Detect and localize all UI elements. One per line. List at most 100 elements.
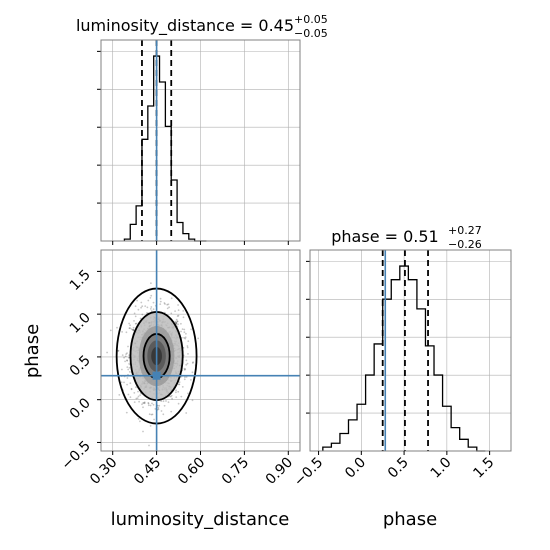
- joint-scatter-point: [187, 353, 189, 355]
- joint-scatter-point: [158, 404, 161, 407]
- joint-scatter-point: [183, 367, 186, 370]
- joint-scatter-point: [129, 396, 132, 399]
- joint-scatter-point: [152, 403, 155, 406]
- joint-scatter-point: [130, 387, 133, 390]
- joint-scatter-point: [136, 397, 139, 399]
- joint-scatter-point: [186, 362, 189, 365]
- joint-scatter-point: [184, 337, 187, 340]
- joint-scatter-point: [151, 402, 153, 405]
- joint-scatter-point: [177, 323, 180, 326]
- joint-scatter-point: [183, 369, 186, 371]
- joint-scatter-point: [182, 310, 185, 312]
- joint-scatter-point: [177, 304, 180, 306]
- joint-scatter-point: [147, 402, 150, 404]
- joint-scatter-point: [142, 402, 145, 404]
- luminosity-distance-title-sup: +0.05: [294, 13, 328, 26]
- joint-scatter-point: [139, 394, 142, 396]
- joint-scatter-point: [128, 322, 131, 325]
- joint-scatter-point: [127, 356, 130, 359]
- joint-scatter-point: [142, 406, 144, 409]
- joint-scatter-point: [147, 402, 150, 405]
- joint-scatter-point: [132, 329, 134, 331]
- joint-scatter-point: [168, 306, 171, 309]
- joint-scatter-point: [130, 328, 133, 331]
- joint-scatter-point: [128, 371, 131, 373]
- joint-scatter-point: [185, 376, 188, 378]
- joint-scatter-point: [184, 336, 187, 339]
- joint-scatter-point: [128, 363, 131, 365]
- joint-scatter-point: [164, 303, 166, 305]
- joint-scatter-point: [141, 305, 144, 308]
- joint-scatter-point: [116, 326, 118, 329]
- phase-title: phase = 0.51: [331, 227, 438, 246]
- joint-scatter-point: [152, 308, 155, 311]
- joint-scatter-point: [162, 400, 165, 403]
- joint-scatter-point: [148, 444, 150, 447]
- joint-scatter-point: [174, 321, 177, 324]
- joint-scatter-point: [163, 302, 166, 304]
- phase-histogram: [322, 265, 486, 452]
- joint-scatter-point: [126, 366, 129, 368]
- joint-scatter-point: [175, 389, 178, 392]
- luminosity-distance-histogram: [123, 55, 207, 242]
- joint-scatter-point: [185, 359, 188, 362]
- joint-scatter-point: [144, 305, 147, 307]
- joint-scatter-point: [133, 312, 136, 315]
- joint-scatter-point: [171, 397, 174, 400]
- joint-scatter-point: [166, 307, 169, 310]
- joint-scatter-point: [106, 351, 108, 354]
- joint-scatter-point: [129, 324, 132, 327]
- joint-scatter-point: [120, 381, 123, 384]
- joint-scatter-point: [178, 381, 181, 383]
- joint-scatter-point: [175, 391, 177, 394]
- joint-scatter-point: [141, 313, 144, 316]
- joint-scatter-point: [166, 303, 169, 306]
- joint-scatter-point: [126, 352, 128, 354]
- joint-scatter-point: [181, 386, 184, 388]
- joint-scatter-point: [126, 377, 129, 379]
- luminosity-distance-marginal-panel: [97, 39, 301, 245]
- joint-scatter-point: [134, 315, 137, 318]
- joint-scatter-point: [170, 394, 173, 397]
- joint-scatter-point: [145, 312, 148, 314]
- joint-scatter-point: [149, 308, 152, 310]
- luminosity-distance-title: luminosity_distance = 0.45: [76, 16, 294, 36]
- joint-scatter-point: [123, 381, 125, 384]
- joint-scatter-point: [197, 337, 200, 340]
- joint-scatter-point: [167, 401, 170, 404]
- joint-scatter-point: [143, 402, 146, 405]
- joint-scatter-point: [135, 322, 138, 325]
- joint-scatter-point: [157, 408, 160, 411]
- joint-scatter-point: [186, 346, 189, 349]
- joint-scatter-point: [159, 297, 162, 300]
- joint-scatter-point: [125, 411, 128, 414]
- joint-scatter-point: [150, 282, 152, 285]
- joint-scatter-point: [150, 413, 153, 416]
- joint-scatter-point: [134, 305, 137, 308]
- luminosity-distance-title-sub: −0.05: [294, 27, 328, 40]
- joint-scatter-point: [163, 404, 166, 407]
- joint-scatter-point: [129, 327, 132, 329]
- joint-scatter-point: [185, 332, 187, 335]
- joint-scatter-point: [165, 400, 167, 402]
- joint-scatter-point: [185, 412, 188, 414]
- joint-scatter-point: [175, 322, 178, 325]
- joint-scatter-point: [170, 410, 173, 413]
- phase-frame: [309, 249, 512, 452]
- joint-scatter-point: [176, 320, 179, 323]
- joint-scatter-point: [128, 327, 131, 330]
- joint-scatter-point: [121, 331, 123, 333]
- joint-scatter-point: [184, 376, 186, 379]
- joint-scatter-point: [148, 413, 151, 416]
- joint-scatter-point: [151, 413, 154, 416]
- phase-title-sup: +0.27: [448, 224, 482, 237]
- joint-scatter-point: [138, 400, 141, 403]
- joint-scatter-point: [132, 328, 135, 331]
- joint-scatter-point: [157, 406, 160, 409]
- joint-scatter-point: [159, 300, 162, 303]
- joint-scatter-point: [186, 345, 189, 347]
- joint-scatter-point: [109, 329, 112, 332]
- joint-scatter-point: [192, 361, 195, 364]
- joint-scatter-point: [117, 350, 120, 352]
